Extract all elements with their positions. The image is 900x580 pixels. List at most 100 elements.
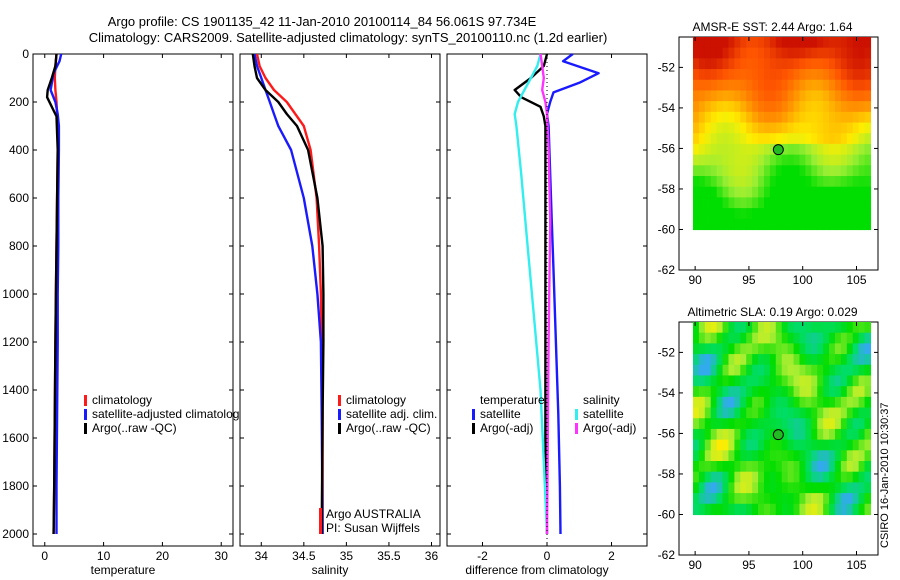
map-cell (752, 58, 759, 70)
map-cell (716, 375, 724, 387)
map-cell (746, 154, 753, 166)
map-cell (746, 79, 753, 92)
map-cell (704, 133, 712, 145)
map-cell (710, 396, 718, 409)
map-cell (793, 218, 801, 231)
map-cell (834, 143, 842, 156)
map-cell (710, 322, 718, 334)
map-cell (728, 218, 735, 231)
map-cell (805, 482, 812, 494)
map-cell (817, 343, 824, 355)
map-cell (858, 375, 866, 387)
map-cell (734, 90, 741, 102)
map-cell (716, 428, 724, 441)
map-cell (817, 208, 824, 220)
map-cell (799, 343, 806, 355)
map-cell (769, 375, 777, 387)
map-cell (829, 428, 836, 441)
map-cell (722, 101, 730, 113)
map-cell (710, 407, 718, 419)
map-cell (864, 186, 872, 198)
map-cell (852, 428, 860, 441)
sst-map-panel: AMSR-E SST: 2.44 Argo: 1.64 -52 -54 -56 -58 -… (658, 20, 879, 287)
map-cell (704, 79, 712, 92)
map-cell (858, 69, 866, 81)
map-cell (763, 461, 771, 473)
map-cell (787, 354, 795, 366)
map-cell (752, 165, 759, 177)
map-cell (829, 322, 836, 334)
map-cell (823, 111, 830, 124)
map-cell (734, 471, 741, 483)
map-cell (852, 354, 860, 366)
map-cell (840, 90, 848, 102)
map-cell (793, 165, 801, 177)
map-cell (781, 69, 789, 81)
map-cell (722, 165, 730, 177)
map-cell (704, 354, 712, 366)
legend-swatch (338, 423, 341, 434)
map-cell (716, 90, 724, 102)
map-cell (734, 186, 741, 198)
map-cell (752, 133, 759, 145)
x-tick-label: 95 (742, 558, 756, 572)
map-cell (704, 482, 712, 494)
map-cell (704, 69, 712, 81)
map-cell (846, 493, 854, 505)
map-cell (852, 503, 860, 516)
map-cell (817, 69, 824, 81)
map-cell (817, 503, 824, 516)
map-cell (793, 471, 801, 483)
map-cell (746, 503, 753, 516)
map-cell (787, 37, 795, 49)
y-tick-label: 1800 (2, 479, 29, 493)
map-cell (781, 354, 789, 366)
map-cell (728, 154, 735, 166)
map-cell (710, 111, 718, 124)
map-cell (829, 133, 836, 145)
map-cell (728, 47, 735, 59)
map-cell (834, 69, 842, 81)
map-cell (763, 122, 771, 134)
map-cell (811, 450, 818, 462)
map-cell (763, 418, 771, 430)
map-cell (823, 69, 830, 81)
map-cell (811, 471, 818, 483)
map-cell (692, 471, 700, 483)
legend-label: satellite (480, 407, 521, 421)
map-cell (746, 439, 753, 451)
map-cell (752, 343, 759, 355)
map-cell (858, 143, 866, 156)
series-line (513, 53, 549, 535)
map-cell (834, 101, 842, 113)
map-cell (799, 493, 806, 505)
map-cell (846, 133, 854, 145)
map-cell (781, 322, 789, 334)
map-cell (758, 69, 765, 81)
map-cell (846, 90, 854, 102)
map-cell (769, 418, 777, 430)
map-cell (734, 154, 741, 166)
map-cell (698, 79, 706, 92)
map-cell (716, 79, 724, 92)
map-cell (781, 428, 789, 441)
map-cell (698, 208, 706, 220)
map-cell (799, 332, 806, 344)
x-tick-label: 90 (688, 273, 702, 287)
map-cell (758, 418, 765, 430)
map-cell (858, 503, 866, 516)
map-cell (716, 418, 724, 430)
map-cell (817, 354, 824, 366)
map-cell (811, 101, 818, 113)
map-cell (817, 461, 824, 473)
map-cell (858, 322, 866, 334)
map-cell (698, 343, 706, 355)
map-cell (710, 197, 718, 209)
map-cell (728, 482, 735, 494)
map-cell (692, 428, 700, 441)
map-cell (823, 407, 830, 419)
legend-swatch (84, 423, 87, 434)
map-cell (787, 407, 795, 419)
map-cell (704, 332, 712, 344)
map-cell (864, 450, 872, 462)
